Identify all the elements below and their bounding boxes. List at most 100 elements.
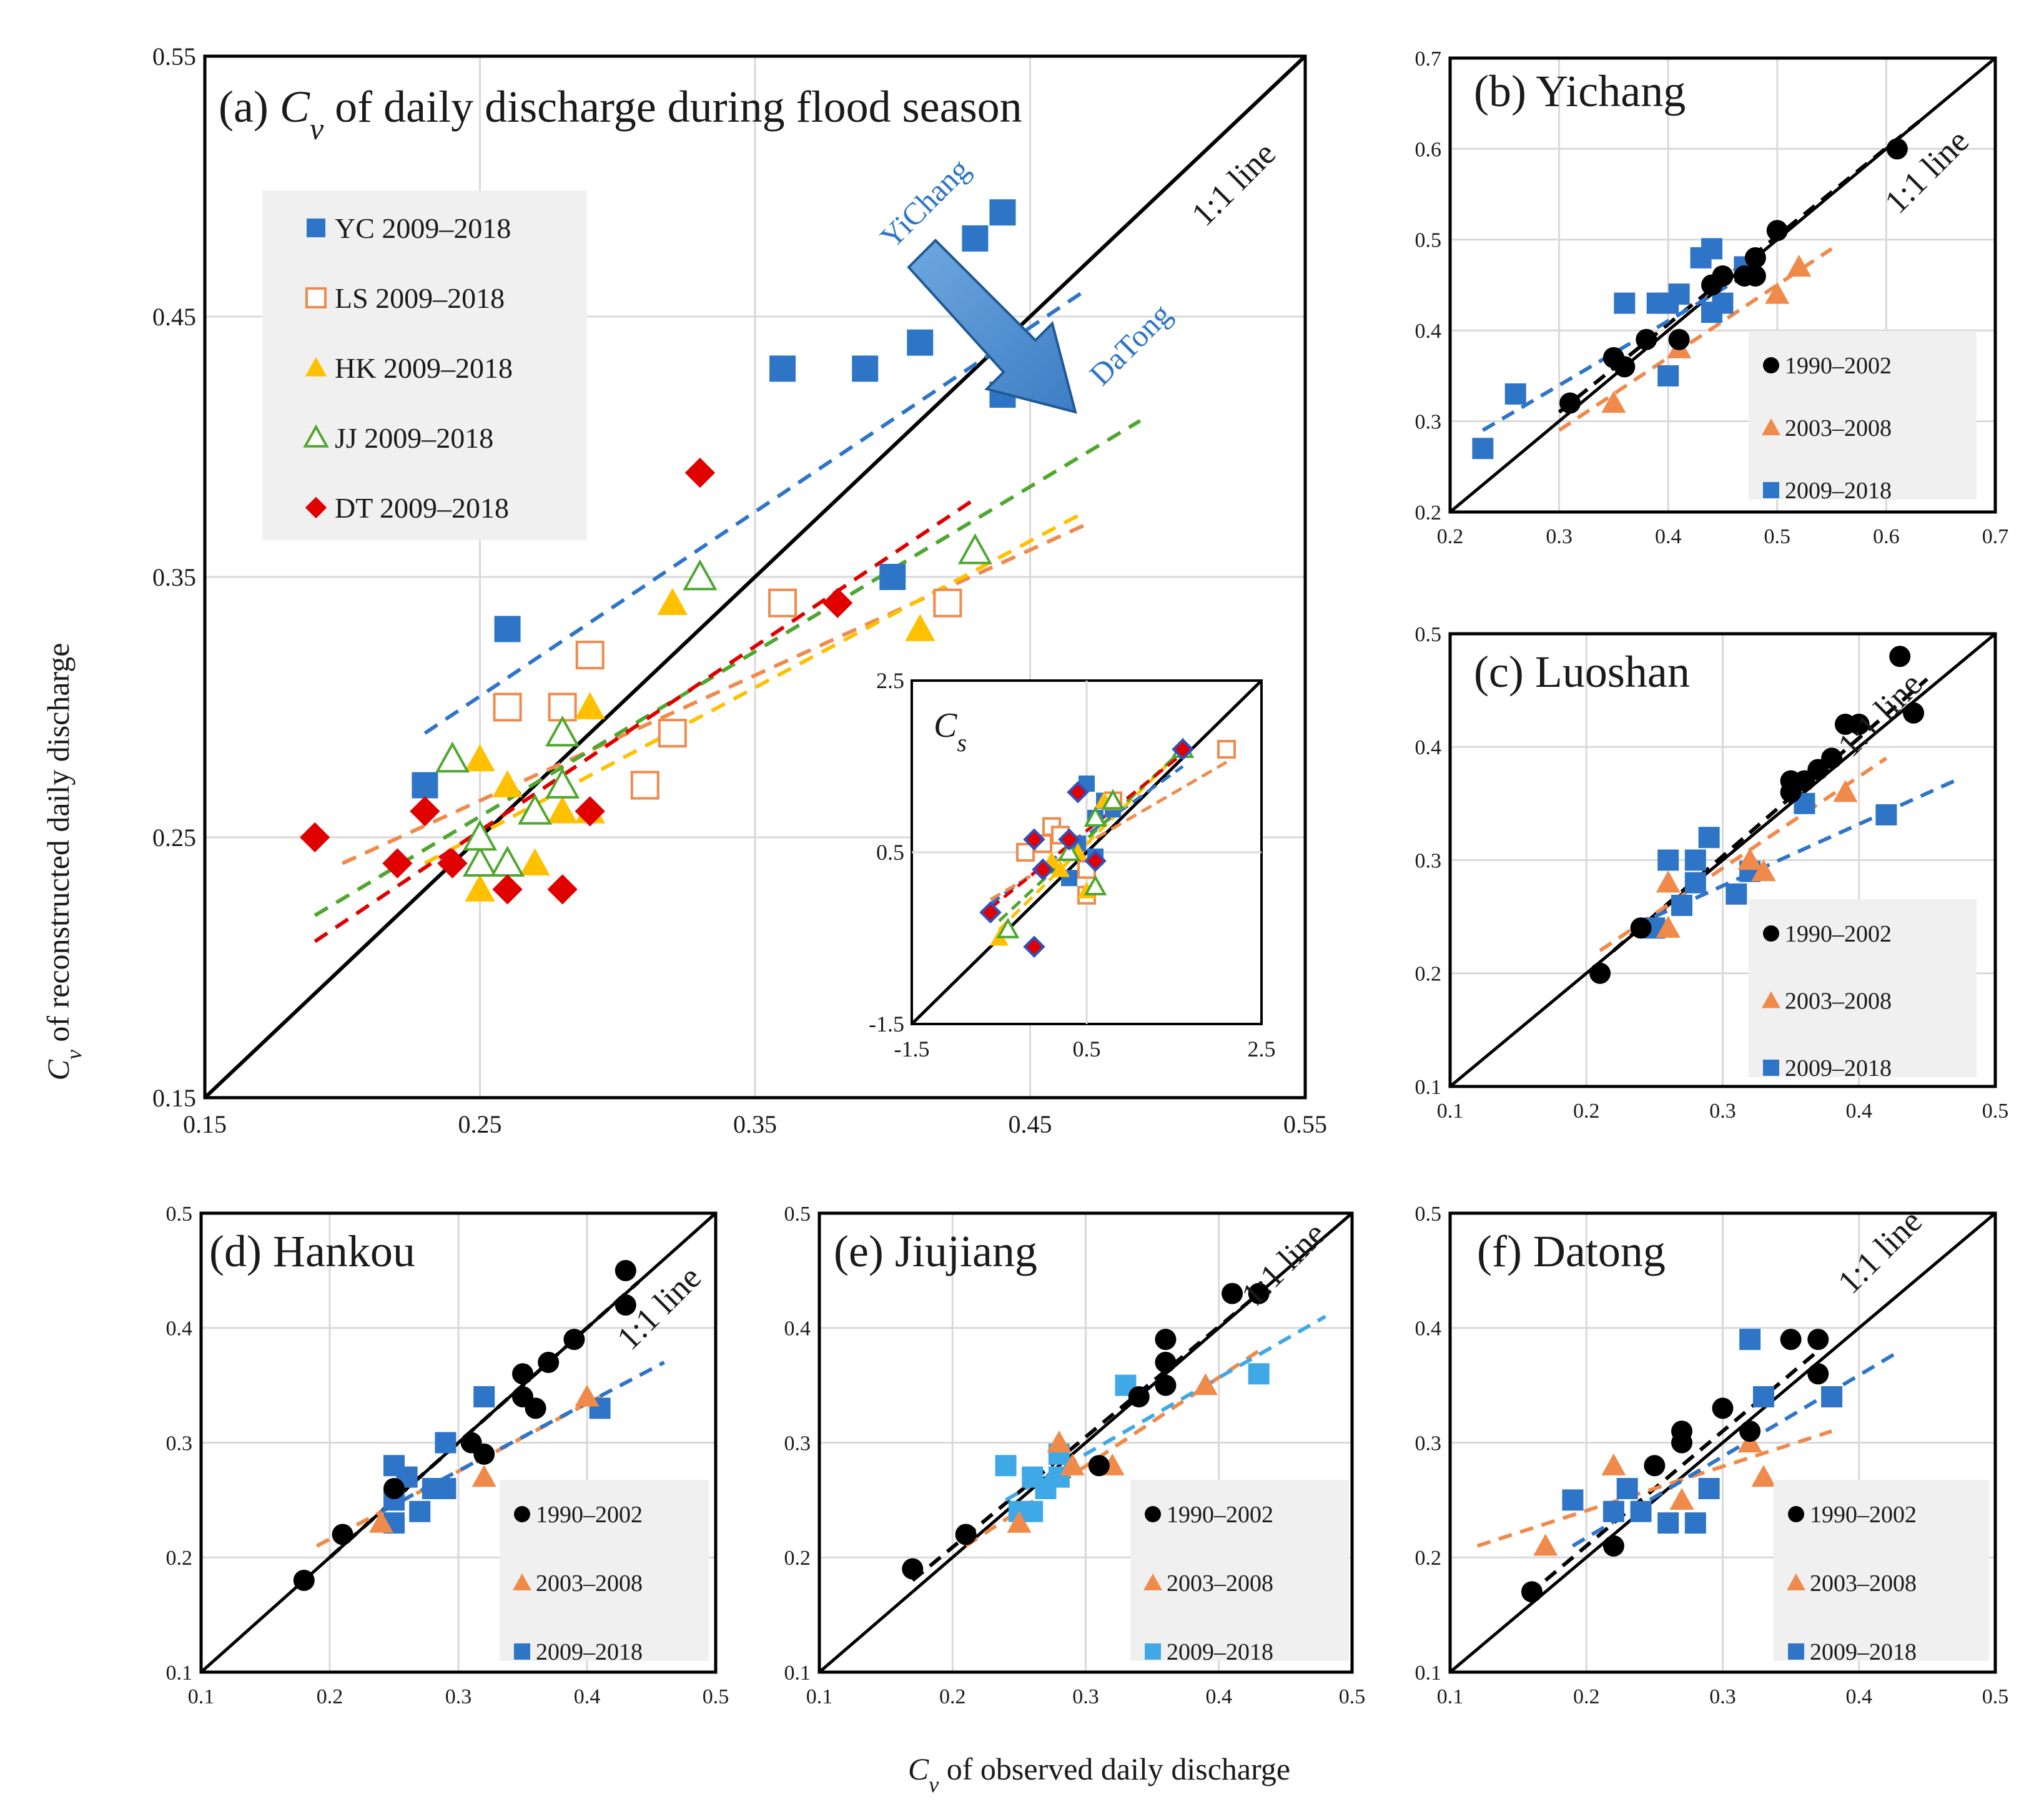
yc-point (769, 355, 796, 382)
jj-point (435, 741, 470, 773)
y-tick-label: 0.2 (1415, 1547, 1442, 1570)
legend-box (500, 1480, 709, 1661)
one-to-one-line (203, 54, 1307, 1100)
point-square (1726, 883, 1747, 905)
y-tick-label: 0.2 (166, 1547, 193, 1570)
y-tick-label: 0.5 (1415, 229, 1442, 252)
inset-y-tick-label: 0.5 (876, 840, 904, 865)
x-tick-label: 0.7 (1982, 525, 2009, 548)
legend-label: 2009–2018 (536, 1639, 643, 1665)
point-square (1821, 1386, 1843, 1407)
x-tick-label: 0.5 (703, 1685, 729, 1708)
point-square (1875, 804, 1897, 825)
panel-a-one-to-one-label: 1:1 line (1184, 134, 1283, 233)
legend-label: 2003–2008 (536, 1570, 643, 1597)
point-square (409, 1500, 431, 1522)
dt-point (492, 874, 523, 905)
y-tick-label: 0.45 (152, 303, 196, 331)
inset-dt-point (979, 901, 1002, 924)
jj-point (957, 533, 992, 564)
plot-frame (817, 1211, 1354, 1674)
legend-label-dt: DT 2009–2018 (335, 492, 509, 524)
panel-a-legend: YC 2009–2018 LS 2009–2018 HK 2009–2018 JJ 2… (303, 212, 513, 524)
dt-point (547, 874, 578, 905)
jj-point (545, 715, 580, 747)
y-tick-label: 0.25 (152, 824, 196, 852)
point-circle (1889, 646, 1911, 667)
legend-label: 2003–2008 (1785, 988, 1892, 1015)
y-tick-label: 0.6 (1415, 138, 1442, 161)
ls-point (768, 588, 797, 618)
point-triangle (1193, 1373, 1218, 1396)
y-tick-label: 0.1 (1415, 1076, 1442, 1099)
inset-jj-point (1084, 874, 1107, 895)
y-tick-label: 0.5 (784, 1203, 811, 1226)
plot-frame (1448, 56, 1997, 514)
x-tick-label: 0.6 (1873, 525, 1900, 548)
panel-c-title: (c) Luoshan (1474, 647, 1690, 697)
x-tick-label: 0.4 (1846, 1100, 1873, 1123)
y-tick-label: 0.5 (1415, 623, 1442, 646)
panel-b-yichang: 0.2 0.3 0.4 0.5 0.6 0.7 0.2 0.3 0.4 0.5 0.6 0.7 1990… (1415, 47, 2009, 548)
inset-y-tick-label: 2.5 (876, 668, 904, 693)
hk-point (657, 588, 688, 616)
inset-hk-point (1051, 860, 1070, 877)
y-tick-label: 0.1 (1415, 1662, 1442, 1685)
x-tick-label: 0.3 (445, 1685, 472, 1708)
legend-label: 2009–2018 (1785, 478, 1892, 504)
point-triangle (1656, 915, 1681, 938)
point-circle (1636, 328, 1657, 350)
legend-marker-square (1145, 1643, 1161, 1660)
hk-point (465, 874, 495, 902)
legend-label: 2009–2018 (1785, 1055, 1892, 1081)
yc-point (494, 616, 521, 643)
legend-marker-triangle (513, 1573, 531, 1590)
legend-label: 2009–2018 (1810, 1639, 1917, 1665)
y-tick-label: 0.2 (784, 1547, 811, 1570)
legend-marker-jj (303, 424, 329, 448)
point-square (1671, 895, 1693, 916)
trendline-2003–2008 (316, 1395, 601, 1548)
point-square (1562, 1489, 1584, 1511)
point-square (1657, 365, 1679, 387)
legend-marker-square (1763, 482, 1779, 498)
point-square (1657, 849, 1679, 871)
panel-d-hankou: 0.1 0.2 0.3 0.4 0.5 0.1 0.2 0.3 0.4 0.5 1990–2002 2… (166, 1203, 729, 1708)
dt-point (575, 796, 605, 827)
inset-cs-plot: -1.5 0.5 2.5 -1.5 0.5 2.5 (869, 668, 1276, 1061)
legend-marker-circle (1763, 357, 1779, 373)
inset-jj-point (996, 917, 1020, 938)
point-square (1614, 292, 1636, 314)
y-tick-label: 0.3 (1415, 1432, 1442, 1455)
x-tick-label: 0.45 (1009, 1110, 1052, 1138)
one-to-one-line (200, 1212, 717, 1673)
point-circle (1128, 1386, 1150, 1407)
point-square (1684, 872, 1706, 894)
hk-point (465, 744, 495, 772)
point-circle (1821, 747, 1843, 769)
legend-label-hk: HK 2009–2018 (335, 352, 513, 384)
point-circle (1521, 1581, 1543, 1603)
trendline-2009–2018 (1654, 779, 1955, 918)
inset-one-to-one-line (911, 679, 1263, 1025)
yc-point (907, 329, 934, 356)
plot-frame (199, 1211, 718, 1674)
inset-dt-trendline (989, 752, 1184, 910)
x-tick-label: 0.2 (1573, 1685, 1600, 1708)
legend-marker-dt (305, 496, 327, 519)
dt-trendline (314, 497, 977, 943)
yichang-datong-arrow (907, 239, 1077, 414)
legend-label: 2003–2008 (1167, 1570, 1273, 1597)
point-triangle (1737, 847, 1762, 870)
panel-a-title: (a) Cv of daily discharge during flood s… (219, 82, 1022, 146)
point-circle (1614, 356, 1636, 378)
inset-x-tick-label: -1.5 (894, 1036, 930, 1061)
point-square (1022, 1500, 1044, 1522)
y-tick-label: 0.4 (1415, 1317, 1442, 1341)
plot-frame (1448, 632, 1997, 1088)
x-tick-label: 0.5 (1339, 1685, 1366, 1708)
dt-point (437, 848, 468, 879)
arrow-label-datong: DaTong (1082, 297, 1178, 392)
point-square (1684, 1512, 1706, 1534)
point-triangle (368, 1510, 393, 1533)
